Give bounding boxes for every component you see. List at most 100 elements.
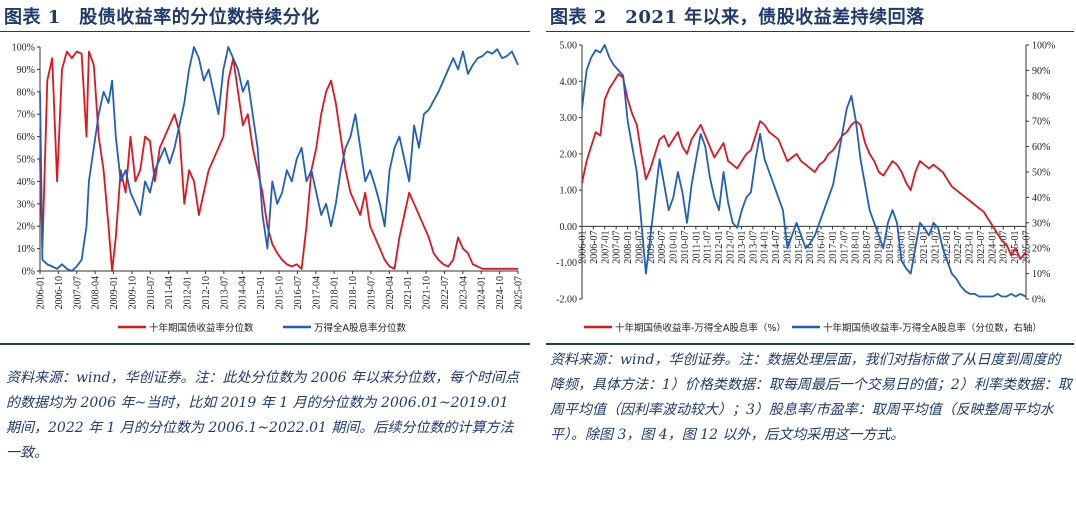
x-tick-label: 2023-07 bbox=[976, 230, 987, 263]
x-tick-label: 2006-01 bbox=[36, 276, 47, 309]
x-tick-label: 2010-07 bbox=[680, 230, 691, 263]
x-tick-label: 2014-07 bbox=[771, 230, 782, 263]
x-tick-label: 2021-07 bbox=[930, 230, 941, 263]
right-y-tick-label: 90% bbox=[1032, 66, 1050, 77]
x-tick-label: 2007-07 bbox=[612, 230, 623, 263]
x-tick-label: 2025-07 bbox=[514, 276, 525, 309]
series-line-bond-yield-percentile bbox=[39, 50, 518, 272]
figure-1-panel: 图表 1 股债收益率的分位数持续分化 0% 10% 20% 30% 40% 50% 60% 7… bbox=[0, 0, 532, 513]
x-tick-label: 2018-07 bbox=[862, 230, 873, 263]
x-tick-label: 2014-04 bbox=[238, 276, 249, 309]
y-tick-label: 40% bbox=[17, 177, 35, 188]
x-tick-label: 2017-07 bbox=[839, 230, 850, 263]
left-y-tick-label: 1.00 bbox=[560, 186, 578, 197]
figure-1-chart: 0% 10% 20% 30% 40% 50% 60% 70% 80% 90% 100% 2006-01… bbox=[12, 43, 525, 335]
right-y-tick-label: 30% bbox=[1032, 218, 1050, 229]
x-tick-label: 2009-01 bbox=[109, 276, 120, 309]
figure-2-title: 图表 2 2021 年以来，债股收益差持续回落 bbox=[550, 7, 925, 28]
figure-2-bottom-rule bbox=[546, 343, 1074, 345]
x-tick-label: 2020-01 bbox=[896, 230, 907, 263]
y-tick-label: 90% bbox=[17, 65, 35, 76]
y-tick-label: 70% bbox=[17, 110, 35, 121]
x-tick-label: 2015-07 bbox=[794, 230, 805, 263]
left-y-tick-label: 3.00 bbox=[560, 113, 578, 124]
x-tick-label: 2024-01 bbox=[477, 276, 488, 309]
x-tick-label: 2015-10 bbox=[275, 276, 286, 309]
x-tick-label: 2013-07 bbox=[219, 276, 230, 309]
legend-label-equity: 万得全A股息率分位数 bbox=[314, 322, 406, 334]
x-tick-label: 2010-07 bbox=[146, 276, 157, 309]
right-y-tick-label: 80% bbox=[1032, 91, 1050, 102]
x-tick-label: 2012-01 bbox=[183, 276, 194, 309]
y-tick-label: 80% bbox=[17, 87, 35, 98]
y-tick-label: 10% bbox=[17, 244, 35, 255]
x-tick-label: 2020-07 bbox=[908, 230, 919, 263]
left-y-tick-label: -2.00 bbox=[556, 295, 577, 306]
y-tick-label: 100% bbox=[12, 43, 35, 54]
x-tick-label: 2024-10 bbox=[495, 276, 506, 309]
x-tick-label: 2009-01 bbox=[646, 230, 657, 263]
x-tick-label: 2022-07 bbox=[440, 276, 451, 309]
figure-1-bottom-rule bbox=[0, 343, 530, 345]
x-tick-label: 2017-04 bbox=[311, 276, 322, 309]
x-tick-label: 2011-04 bbox=[164, 276, 175, 309]
right-y-tick-label: 100% bbox=[1032, 41, 1055, 52]
x-tick-label: 2024-07 bbox=[999, 230, 1010, 263]
left-y-tick-label: 4.00 bbox=[560, 77, 578, 88]
x-tick-label: 2021-01 bbox=[403, 276, 414, 309]
x-tick-label: 2019-07 bbox=[885, 230, 896, 263]
x-tick-label: 2021-10 bbox=[422, 276, 433, 309]
series-line-dividend-yield-percentile bbox=[39, 46, 519, 272]
x-tick-label: 2009-07 bbox=[657, 230, 668, 263]
left-y-tick-label: 2.00 bbox=[560, 149, 578, 160]
x-tick-label: 2019-01 bbox=[874, 230, 885, 263]
x-tick-label: 2023-04 bbox=[458, 276, 469, 309]
series-line-yield-spread bbox=[581, 73, 1027, 261]
x-tick-label: 2021-01 bbox=[919, 230, 930, 263]
figure-1-source-note: 资料来源：wind，华创证券。注：此处分位数为 2006 年以来分位数，每个时间… bbox=[6, 370, 519, 461]
x-tick-label: 2019-07 bbox=[366, 276, 377, 309]
figure-2-source-note: 资料来源：wind，华创证券。注：数据处理层面，我们对指标做了从日度到周度的降频… bbox=[550, 352, 1072, 443]
x-tick-label: 2006-10 bbox=[54, 276, 65, 309]
x-tick-label: 2023-01 bbox=[965, 230, 976, 263]
y-tick-label: 60% bbox=[17, 132, 35, 143]
right-y-tick-label: 50% bbox=[1032, 168, 1050, 179]
x-tick-label: 2013-01 bbox=[737, 230, 748, 263]
legend-label-spread: 十年期国债收益率-万得全A股息率（%） bbox=[615, 322, 786, 334]
figure-2-panel: 图表 2 2021 年以来，债股收益差持续回落 5.00 4.00 3.00 2.00… bbox=[546, 0, 1076, 513]
x-tick-label: 2016-07 bbox=[293, 276, 304, 309]
x-tick-label: 2017-01 bbox=[828, 230, 839, 263]
x-tick-label: 2024-01 bbox=[987, 230, 998, 263]
x-tick-label: 2018-01 bbox=[851, 230, 862, 263]
x-tick-label: 2006-01 bbox=[578, 230, 589, 263]
figure-2-chart: 5.00 4.00 3.00 2.00 1.00 0.00 -1.00 -2.00 100% 90… bbox=[556, 41, 1055, 335]
x-tick-label: 2010-01 bbox=[669, 230, 680, 263]
x-tick-label: 2009-10 bbox=[127, 276, 138, 309]
x-tick-label: 2014-01 bbox=[760, 230, 771, 263]
x-tick-label: 2008-07 bbox=[634, 230, 645, 263]
x-tick-label: 2022-07 bbox=[953, 230, 964, 263]
right-y-tick-label: 10% bbox=[1032, 269, 1050, 280]
left-y-tick-label: 0.00 bbox=[560, 222, 578, 233]
x-tick-label: 2016-07 bbox=[817, 230, 828, 263]
x-tick-label: 2012-07 bbox=[726, 230, 737, 263]
x-tick-label: 2012-01 bbox=[714, 230, 725, 263]
x-tick-label: 2011-07 bbox=[703, 230, 714, 263]
y-tick-label: 0% bbox=[22, 267, 35, 278]
legend-label-spread-percentile: 十年期国债收益率-万得全A股息率（分位数，右轴） bbox=[823, 322, 1042, 334]
figure-2-top-rule bbox=[546, 31, 1074, 32]
figure-1-title: 图表 1 股债收益率的分位数持续分化 bbox=[4, 7, 320, 28]
right-y-tick-label: 70% bbox=[1032, 117, 1050, 128]
x-tick-label: 2018-01 bbox=[330, 276, 341, 309]
left-y-tick-label: 5.00 bbox=[560, 41, 578, 52]
x-tick-label: 2020-04 bbox=[385, 276, 396, 309]
x-tick-label: 2013-07 bbox=[748, 230, 759, 263]
x-tick-label: 2015-01 bbox=[256, 276, 267, 309]
right-y-tick-label: 0% bbox=[1032, 295, 1045, 306]
figure-1-top-rule bbox=[0, 31, 530, 32]
x-tick-label: 2011-01 bbox=[691, 230, 702, 263]
x-tick-label: 2025-07 bbox=[1022, 230, 1033, 263]
x-tick-label: 2016-01 bbox=[805, 230, 816, 263]
series-line-yield-spread-percentile bbox=[581, 44, 1027, 298]
y-tick-label: 30% bbox=[17, 199, 35, 210]
